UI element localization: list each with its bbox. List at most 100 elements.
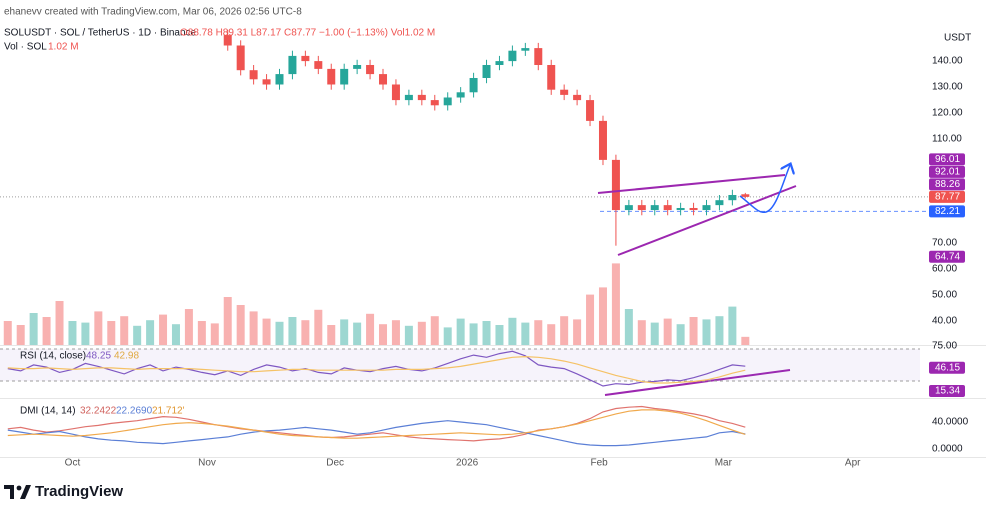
price-flag: [929, 153, 965, 166]
x-tick-label: Mar: [715, 458, 733, 469]
volume-bar: [314, 309, 323, 345]
ohlc: O88.78 H89.31 L87.17 C87.77 −1.00 (−1.13…: [180, 28, 435, 39]
price-flag: [929, 165, 965, 178]
candle-body: [366, 64, 375, 75]
grid-layer: [0, 196, 986, 458]
volume-bar: [560, 316, 569, 345]
volume-bar: [68, 321, 77, 345]
volume-bar: [81, 322, 90, 345]
volume-bar: [586, 294, 595, 345]
volume-bar: [327, 325, 336, 345]
volume-bar: [340, 319, 349, 345]
dmi-tick-label: 0.0000: [932, 444, 963, 455]
x-tick-label: Apr: [845, 458, 861, 469]
logo-mark: [4, 485, 14, 499]
rsi-flag-label: 15.34: [935, 386, 960, 397]
volume-bar: [547, 324, 556, 345]
volume-bar: [197, 321, 206, 345]
candle-body: [482, 64, 491, 78]
dmi-title: DMI (14, 14): [20, 406, 76, 417]
rsi-title: RSI (14, close): [20, 351, 86, 362]
volume-bar: [521, 322, 530, 345]
volume-bar: [456, 318, 465, 345]
x-tick-label: Nov: [198, 458, 216, 469]
rsi-tick-label: 75.00: [932, 341, 957, 352]
volume-bar: [430, 316, 439, 345]
candle-body: [262, 79, 271, 85]
volume-bar: [508, 317, 517, 345]
price-flag-label: 88.26: [935, 179, 960, 190]
price-flag-label: 82.21: [935, 206, 960, 217]
volume-bar: [16, 325, 25, 345]
x-tick-label: Dec: [326, 458, 344, 469]
candle-body: [340, 68, 349, 85]
candle-body: [560, 89, 569, 95]
rsi-ma-line: [7, 355, 746, 384]
candle-body: [663, 205, 672, 211]
volume-bar: [288, 317, 297, 345]
volume-bar: [236, 305, 245, 345]
indicator-layer: [0, 348, 920, 447]
volume-bar: [3, 321, 12, 345]
volume-bar: [689, 317, 698, 345]
price-flag: [929, 190, 965, 203]
price-flag: [929, 178, 965, 191]
candle-body: [288, 55, 297, 75]
dmi-line: [7, 409, 746, 439]
y-tick-label: 130.00: [932, 82, 963, 93]
volume-bar: [650, 322, 659, 345]
y-tick-label: 60.00: [932, 264, 957, 275]
candle-body: [314, 61, 323, 69]
rsi-flag: [929, 385, 965, 397]
volume-bar: [94, 311, 103, 345]
dmi-tick-label: 40.0000: [932, 417, 969, 428]
y-tick-label: 50.00: [932, 290, 957, 301]
credit: ehanevv created with TradingView.com, Ma…: [4, 7, 302, 18]
candle-body: [275, 74, 284, 85]
candle-body: [301, 55, 310, 62]
volume-bar: [223, 297, 232, 345]
volume-readout: 1.02 M: [48, 42, 79, 53]
volume-bar: [366, 313, 375, 345]
volume-bar: [495, 325, 504, 345]
y-tick-label: 70.00: [932, 238, 957, 249]
volume-bar: [741, 336, 750, 345]
volume-bar: [29, 313, 38, 345]
candle-body: [508, 50, 517, 62]
candle-body: [689, 207, 698, 211]
y-tick-label: 40.00: [932, 316, 957, 327]
volume-bar: [146, 320, 155, 345]
candle-body: [637, 205, 646, 211]
y-tick-label: 140.00: [932, 56, 963, 67]
candle-body: [391, 84, 400, 101]
price-flag: [929, 205, 965, 218]
price-flag-label: 87.77: [935, 192, 960, 203]
volume-bar: [184, 309, 193, 345]
candle-body: [624, 205, 633, 211]
volume-bar: [573, 319, 582, 345]
candle-body: [741, 194, 750, 197]
volume-bar: [469, 323, 478, 345]
volume-bar: [676, 324, 685, 345]
candle-body: [611, 159, 620, 211]
rsi-band: [0, 349, 920, 381]
logo-text: TradingView: [35, 483, 123, 500]
axis-title: USDT: [944, 33, 971, 44]
candle-body: [573, 94, 582, 101]
candle-body: [650, 205, 659, 211]
volume-bar: [171, 324, 180, 345]
x-tick-label: Feb: [590, 458, 608, 469]
volume-bar: [159, 314, 168, 345]
candle-body: [443, 97, 452, 106]
candle-body: [353, 64, 362, 69]
volume-bar: [404, 325, 413, 345]
logo-mark: [20, 485, 31, 499]
volume-bar: [249, 311, 258, 345]
price-flag-label: 64.74: [935, 251, 960, 262]
candle-body: [598, 120, 607, 160]
candle-body: [547, 64, 556, 90]
price-flag-label: 92.01: [935, 167, 960, 178]
